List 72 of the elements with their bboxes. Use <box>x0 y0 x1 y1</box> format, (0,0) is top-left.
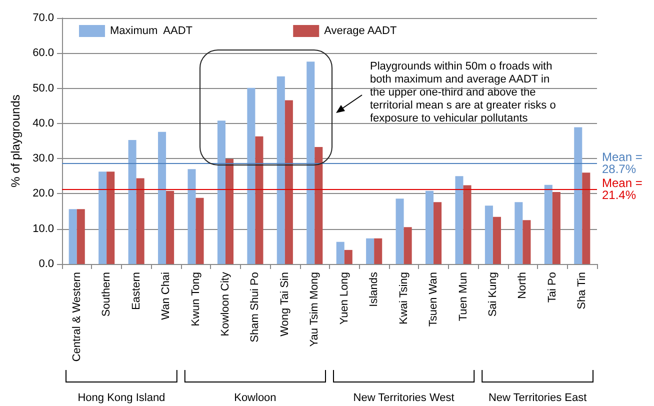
y-tick-label: 0.0 <box>38 258 54 270</box>
bar <box>158 132 166 264</box>
y-tick-label: 30.0 <box>32 152 54 165</box>
bar <box>98 172 107 264</box>
bar <box>166 190 174 264</box>
bar <box>366 238 374 264</box>
bar <box>544 184 552 264</box>
bar <box>284 100 293 264</box>
bar <box>314 146 323 264</box>
bar <box>574 127 582 264</box>
x-tick-label: Eastern <box>130 272 142 310</box>
bar <box>455 176 464 264</box>
y-axis-title: % of playgrounds <box>8 94 23 188</box>
x-tick-label: Kwun Tong <box>190 272 202 326</box>
bar <box>68 209 77 264</box>
bar <box>582 172 590 264</box>
legend-label: Maximum AADT <box>110 25 193 37</box>
y-tick-label: 50.0 <box>32 82 54 94</box>
x-tick-label: Sham Shui Po <box>249 272 262 342</box>
y-tick-label: 60.0 <box>32 47 54 60</box>
bar <box>434 202 442 264</box>
x-tick-label: Yuen Long <box>338 272 350 325</box>
bar <box>336 242 344 264</box>
bar <box>484 206 493 264</box>
bar <box>225 158 234 264</box>
bar <box>276 76 285 264</box>
bar <box>188 169 196 264</box>
bar <box>426 190 434 264</box>
x-tick-label: Yau Tsim Mong <box>308 272 321 347</box>
x-tick-label: Kwai Tsing <box>398 272 410 324</box>
bar <box>255 136 264 264</box>
bar <box>404 227 412 264</box>
bar <box>106 172 115 264</box>
bar <box>247 88 256 264</box>
y-tick-label: 20.0 <box>32 188 54 200</box>
bar <box>128 140 136 264</box>
y-tick-label: 70.0 <box>32 12 54 24</box>
bar <box>196 198 204 264</box>
bar <box>374 238 382 264</box>
bar <box>492 216 501 264</box>
x-tick-label: Tai Po <box>546 272 558 303</box>
x-tick-label: Tuen Mun <box>457 272 470 322</box>
bar <box>522 220 531 264</box>
x-tick-label: Sai Kung <box>486 272 499 317</box>
x-tick-label: Wong Tai Sin <box>278 272 291 336</box>
x-tick-label: Southern <box>100 272 113 317</box>
bar <box>76 209 85 264</box>
bar <box>136 178 144 264</box>
y-tick-label: 10.0 <box>32 222 54 235</box>
text: New Territories East <box>488 392 587 404</box>
x-tick-label: Kowloon City <box>219 272 232 336</box>
bar <box>217 120 226 264</box>
x-tick-label: Wan Chai <box>160 272 172 320</box>
bar <box>552 192 560 264</box>
y-tick-label: 40.0 <box>32 117 54 130</box>
text: New Territories West <box>353 392 454 404</box>
x-tick-label: Central & Western <box>70 272 83 362</box>
x-tick-label: Tsuen Wan <box>428 272 440 327</box>
text: Hong Kong Island <box>78 392 166 404</box>
bar <box>463 185 472 264</box>
ref-line-label: Mean = 21.4% <box>602 176 646 202</box>
x-tick-label: Sha Tin <box>576 272 588 310</box>
x-tick-label: Islands <box>368 272 380 307</box>
x-tick-label: North <box>516 272 529 299</box>
bar <box>344 250 352 264</box>
bar <box>514 202 523 264</box>
text: Kowloon <box>234 392 276 404</box>
bar <box>396 198 404 264</box>
ref-line-label: Mean = 28.7% <box>602 150 646 176</box>
annotation: Playgrounds within 50m o froads with both maximum and average AADT in the upper one-third and above the territorial mean s are at greater risks o fexposure to vehicular pollutants <box>370 60 559 124</box>
bar <box>306 62 315 264</box>
legend-label: Average AADT <box>324 25 397 37</box>
